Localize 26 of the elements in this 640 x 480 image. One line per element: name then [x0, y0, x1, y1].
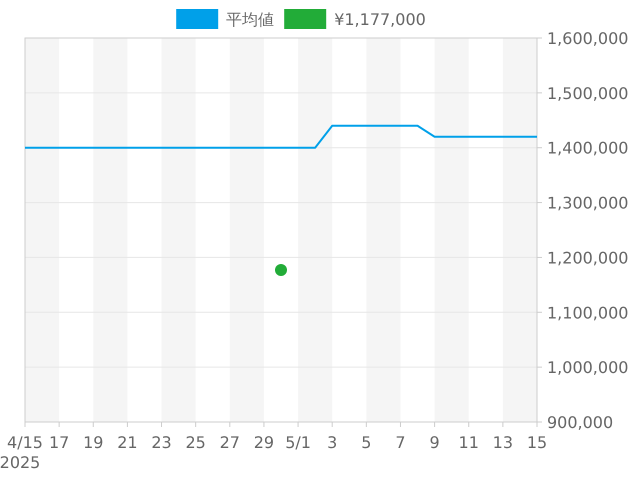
x-tick-label: 15 [526, 433, 548, 452]
y-tick-label: 1,200,000 [547, 248, 628, 268]
x-tick-label: 4/15 2025 [0, 433, 43, 472]
x-tick-label: 5 [361, 433, 372, 452]
x-tick-label: 19 [83, 433, 104, 452]
x-tick-label: 5/1 [285, 433, 311, 452]
legend-label: ¥1,177,000 [334, 10, 426, 29]
y-tick-label: 1,100,000 [547, 303, 628, 322]
x-tick-label: 27 [220, 433, 240, 452]
y-tick-label: 1,400,000 [547, 138, 628, 158]
x-tick-label: 17 [48, 433, 70, 452]
x-tick-label: 21 [117, 433, 138, 452]
x-tick-label: 11 [458, 433, 479, 452]
x-tick-label: 29 [254, 433, 274, 452]
x-tick-label: 13 [492, 433, 514, 452]
y-tick-label: 900,000 [547, 413, 614, 432]
x-tick-label: 9 [430, 433, 440, 452]
y-tick-label: 1,300,000 [547, 194, 628, 213]
x-tick-label: 3 [327, 433, 338, 452]
y-tick-label: 1,600,000 [547, 29, 628, 48]
legend-label: 平均値 [226, 10, 274, 29]
y-tick-label: 1,000,000 [547, 358, 628, 378]
y-tick-label: 1,500,000 [547, 84, 628, 103]
x-tick-label: 25 [185, 433, 206, 452]
x-tick-label: 23 [151, 433, 172, 452]
x-tick-label: 7 [395, 433, 406, 452]
